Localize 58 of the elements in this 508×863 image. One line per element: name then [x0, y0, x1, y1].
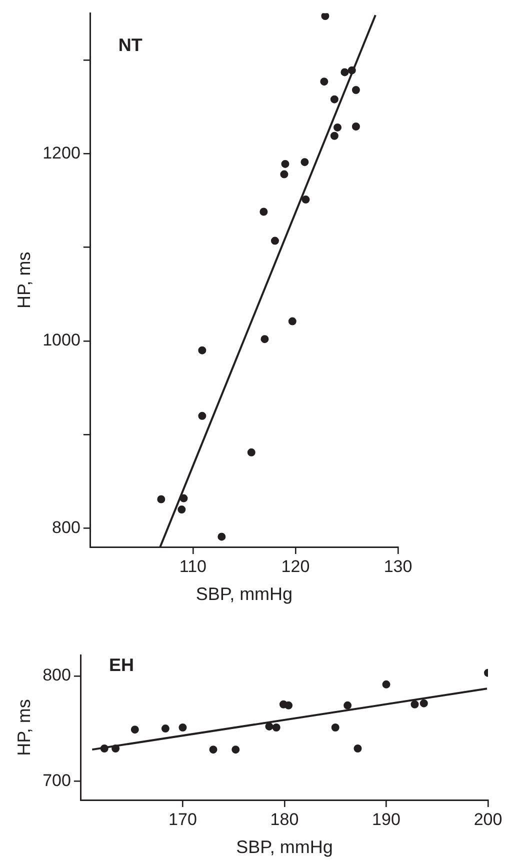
point [112, 744, 120, 753]
point [320, 78, 328, 86]
point [130, 726, 139, 734]
text: NT [118, 35, 142, 56]
point [180, 494, 188, 502]
x-tick-label: 130 [384, 556, 412, 576]
point [280, 170, 288, 178]
point [272, 724, 280, 732]
point [334, 123, 342, 132]
x-tick-label: 190 [372, 810, 400, 829]
y-axis-title: HP, ms [14, 252, 34, 308]
point [284, 701, 293, 710]
y-axis-title: HP, ms [14, 699, 34, 756]
point [100, 744, 108, 753]
x-axis-title: SBP, mmHg [196, 584, 293, 604]
point [344, 701, 352, 710]
y-tick-label: 1200 [42, 143, 80, 162]
point [300, 158, 309, 166]
x-tick-label: 170 [168, 810, 197, 829]
point [330, 95, 338, 104]
y-tick-label: 800 [52, 518, 80, 537]
point [288, 317, 296, 326]
point [330, 132, 338, 140]
point [178, 724, 187, 732]
y-tick-label: 800 [42, 666, 71, 685]
point [270, 236, 279, 245]
y-tick-label: 1000 [42, 330, 80, 350]
point [354, 744, 362, 753]
point [348, 66, 356, 74]
x-axis-title: SBP, mmHg [236, 837, 333, 858]
chart-title: EH [108, 654, 134, 675]
point [281, 160, 290, 168]
point [382, 680, 390, 688]
point [198, 346, 206, 354]
x-tick-label: 120 [281, 556, 310, 576]
point [331, 724, 340, 732]
point [178, 506, 186, 514]
point [198, 412, 206, 420]
point [410, 700, 419, 708]
point [157, 495, 166, 504]
point [352, 122, 360, 131]
point [265, 722, 274, 730]
point [260, 208, 268, 216]
y-tick-label: 700 [42, 770, 71, 790]
x-tick-label: 200 [474, 810, 502, 829]
point [218, 532, 226, 541]
x-tick-label: 180 [270, 810, 299, 829]
point [232, 746, 240, 754]
point [260, 335, 269, 344]
point [161, 724, 170, 733]
point [352, 86, 360, 94]
point [209, 746, 218, 754]
point [321, 13, 330, 20]
point [247, 448, 256, 456]
point [302, 196, 310, 204]
x-tick-label: 110 [179, 556, 206, 576]
point [340, 68, 349, 76]
point [420, 699, 428, 708]
